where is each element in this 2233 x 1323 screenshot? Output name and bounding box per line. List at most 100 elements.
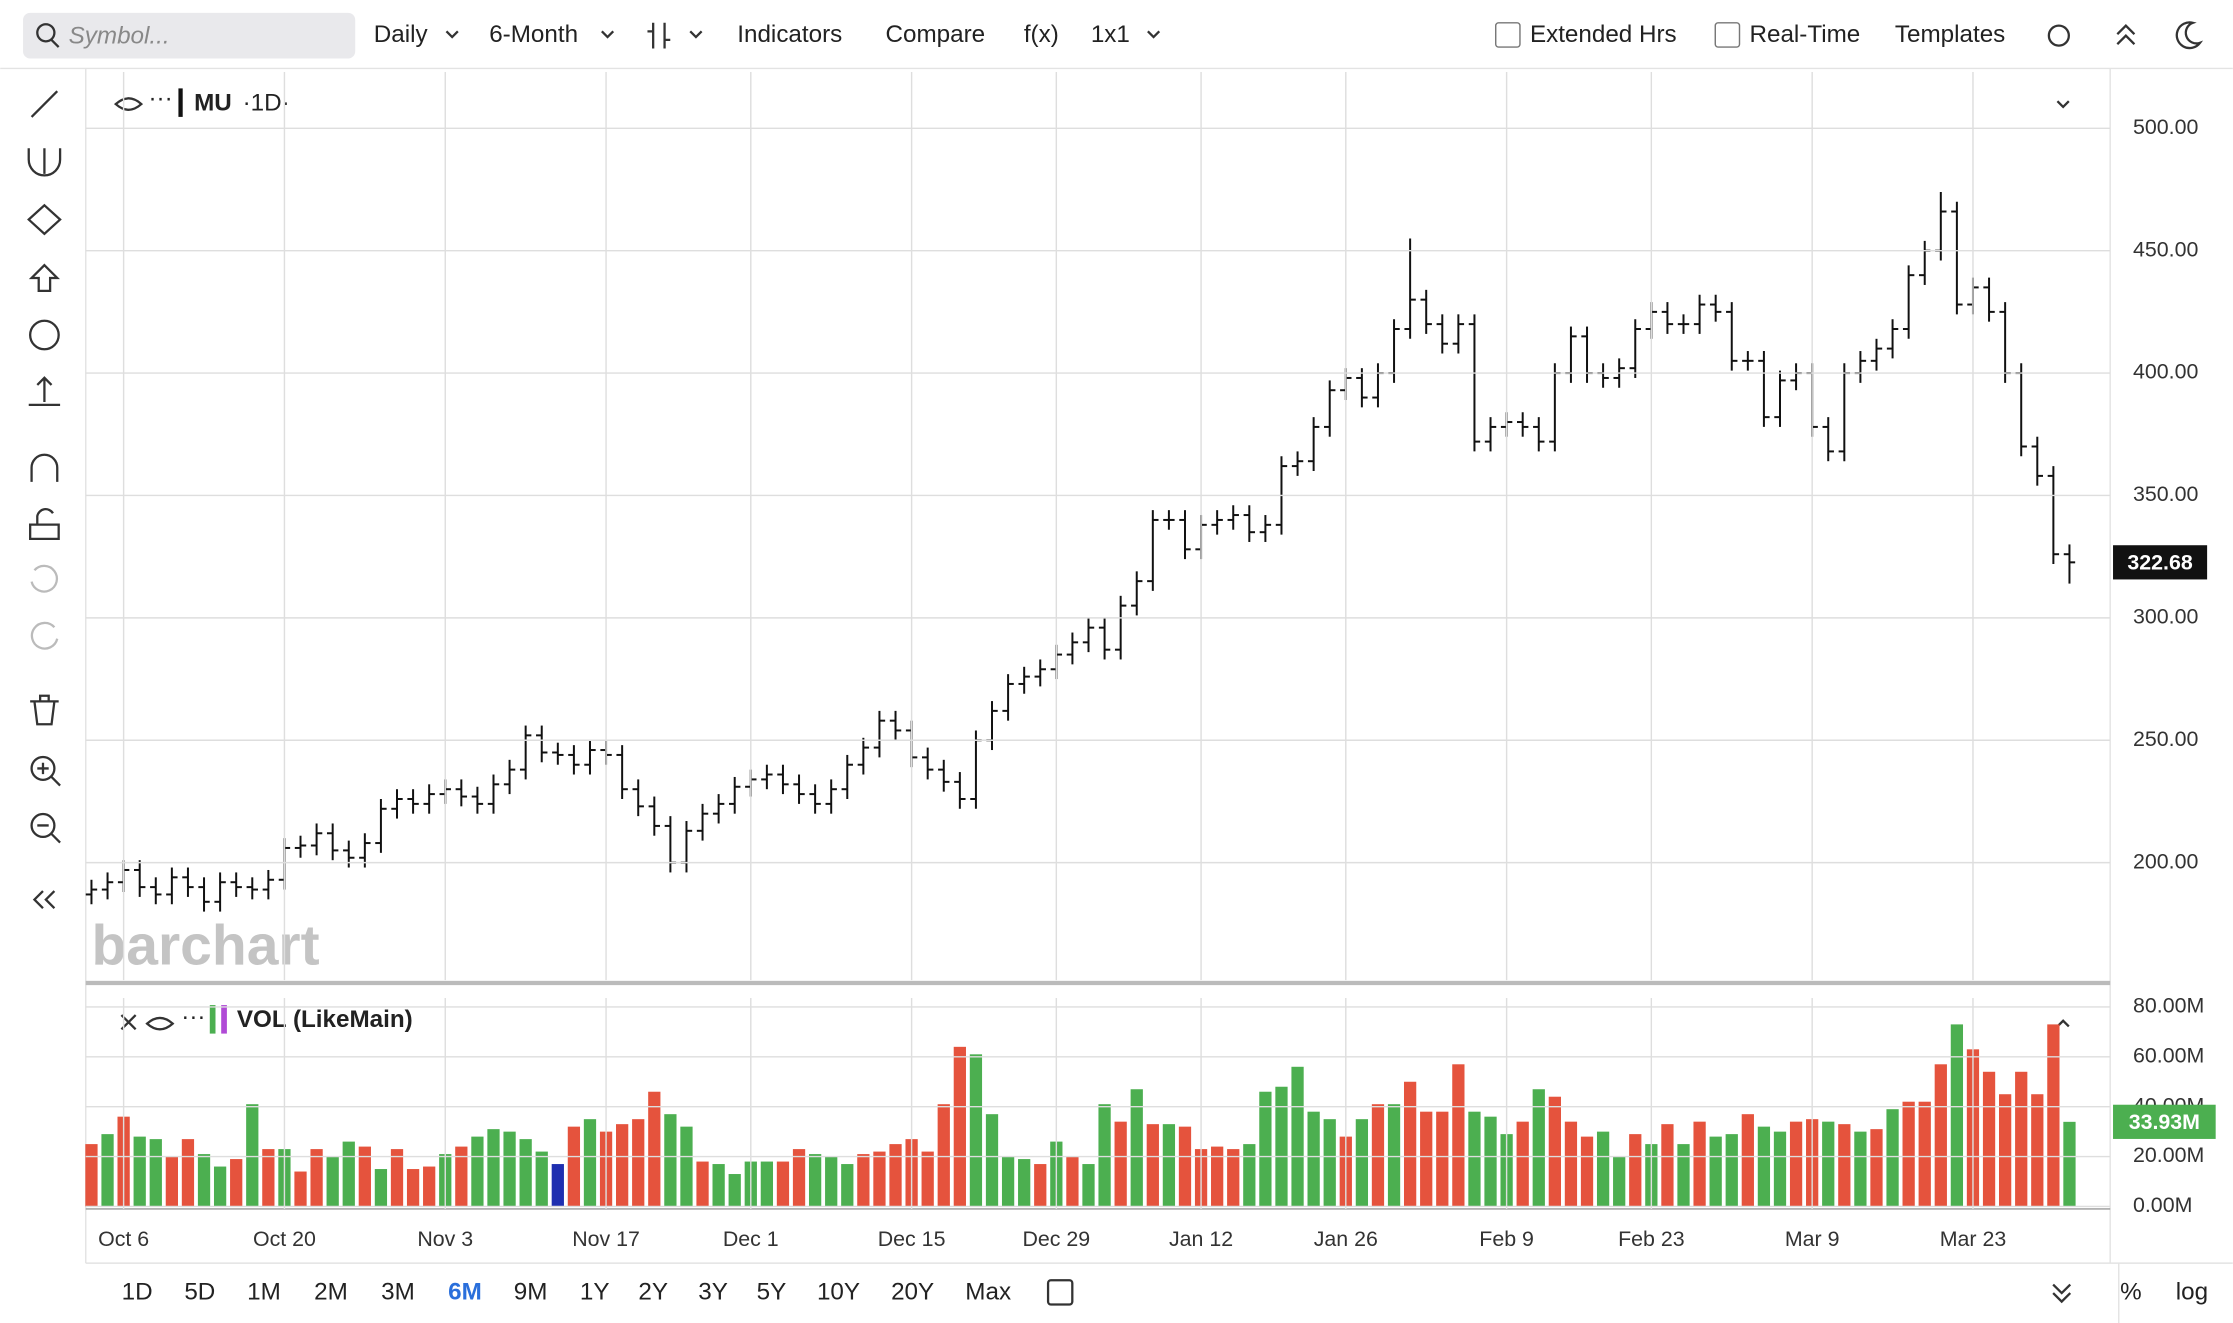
line-tool[interactable]: [30, 90, 59, 118]
collapse-tools[interactable]: [32, 890, 56, 909]
range-button[interactable]: 9M: [514, 1278, 548, 1305]
volume-bar: [1741, 1114, 1754, 1207]
volume-bar: [760, 1161, 774, 1207]
range-button[interactable]: 1D: [122, 1278, 153, 1305]
fib-tool[interactable]: [27, 148, 62, 177]
arrow-tool[interactable]: [28, 263, 60, 292]
range-button[interactable]: 6M: [448, 1278, 482, 1305]
x-tick-label: Mar 9: [1785, 1227, 1840, 1251]
y-tick-label: 60.00M: [2133, 1043, 2204, 1067]
volume-bar: [262, 1149, 275, 1207]
range-button[interactable]: 3M: [381, 1278, 415, 1305]
volume-bar: [648, 1091, 661, 1207]
x-tick-label: Nov 3: [417, 1227, 473, 1251]
zoom-out[interactable]: [37, 824, 61, 844]
real-time-label[interactable]: Real-Time: [1749, 21, 1860, 48]
period-menu[interactable]: 6-Month: [489, 21, 578, 48]
range-button[interactable]: Max: [965, 1278, 1011, 1305]
chevron: [1147, 30, 1161, 39]
volume-bar: [1371, 1104, 1385, 1207]
range-button[interactable]: 10Y: [817, 1278, 860, 1305]
delete-tool[interactable]: [30, 694, 59, 726]
zoom-out[interactable]: [30, 812, 56, 838]
visibility-icon[interactable]: [145, 1016, 175, 1031]
settings-icon[interactable]: [2047, 24, 2070, 47]
volume-bar: [1693, 1121, 1706, 1207]
range-button[interactable]: 2Y: [638, 1278, 668, 1305]
undo[interactable]: [30, 564, 58, 593]
y-tick-label: 300.00: [2133, 604, 2198, 628]
volume-bar: [680, 1126, 693, 1207]
percent-toggle[interactable]: %: [2120, 1278, 2142, 1305]
range-button[interactable]: 2M: [314, 1278, 348, 1305]
volume-bar: [519, 1139, 532, 1207]
expand-icon[interactable]: [2052, 1283, 2072, 1304]
volume-bar: [374, 1169, 388, 1207]
range-button[interactable]: 5Y: [757, 1278, 787, 1305]
volume-bar: [1661, 1124, 1674, 1207]
volume-bar: [1822, 1121, 1835, 1207]
range-button[interactable]: 3Y: [698, 1278, 728, 1305]
shape-tool[interactable]: [27, 203, 62, 236]
calendar-icon[interactable]: [1046, 1279, 1074, 1306]
range-button[interactable]: 20Y: [891, 1278, 934, 1305]
volume-bar: [1018, 1159, 1031, 1207]
indicators-button[interactable]: Indicators: [737, 21, 842, 48]
layout-menu[interactable]: 1x1: [1091, 21, 1130, 48]
more-icon[interactable]: ···: [148, 85, 172, 112]
search-placeholder[interactable]: Symbol...: [69, 22, 170, 49]
volume-bar: [455, 1146, 468, 1207]
volume-bar: [101, 1134, 114, 1207]
magnet-tool[interactable]: [30, 453, 59, 482]
search-box[interactable]: [23, 12, 356, 59]
y-tick-label: 0.00M: [2133, 1193, 2192, 1217]
x-tick-label: Oct 20: [253, 1227, 316, 1251]
y-tick-label: 450.00: [2133, 237, 2198, 261]
volume-bar: [503, 1131, 516, 1207]
volume-bar: [921, 1151, 934, 1207]
chevron[interactable]: [2056, 100, 2070, 109]
y-tick-label: 80.00M: [2133, 994, 2204, 1018]
volume-bar: [423, 1166, 436, 1207]
redo[interactable]: [30, 621, 59, 650]
volume-bar: [85, 1144, 98, 1207]
compare-button[interactable]: Compare: [886, 21, 986, 48]
volume-bar: [1629, 1134, 1642, 1207]
volume-bar: [1532, 1089, 1545, 1207]
measure-tool[interactable]: [28, 376, 61, 407]
volume-bar: [326, 1156, 339, 1207]
volume-bar: [712, 1164, 725, 1207]
volume-bar: [1613, 1156, 1626, 1207]
volume-bar: [246, 1104, 259, 1207]
bar-type-icon[interactable]: [647, 22, 671, 49]
extended-hours-label[interactable]: Extended Hrs: [1530, 21, 1677, 48]
dark-mode-icon[interactable]: [2175, 21, 2204, 50]
x-tick-label: Dec 1: [723, 1227, 779, 1251]
volume-bar: [294, 1171, 307, 1207]
y-tick-label: 500.00: [2133, 115, 2198, 139]
lock-tool[interactable]: [29, 508, 60, 541]
volume-bar: [2063, 1121, 2076, 1207]
more-icon[interactable]: ···: [181, 1003, 205, 1030]
volume-bar: [133, 1136, 146, 1207]
chevron: [689, 30, 703, 39]
collapse-icon[interactable]: [2116, 24, 2136, 46]
zoom-in[interactable]: [37, 762, 61, 787]
fx-button[interactable]: f(x): [1024, 21, 1059, 48]
volume-bar: [1902, 1101, 1915, 1207]
templates-button[interactable]: Templates: [1895, 21, 2005, 48]
range-button[interactable]: 1Y: [580, 1278, 610, 1305]
range-button[interactable]: 5D: [184, 1278, 215, 1305]
log-toggle[interactable]: log: [2176, 1278, 2208, 1305]
volume-bar: [1999, 1094, 2012, 1207]
last-price-label: 322.68: [2127, 550, 2192, 574]
number-tool[interactable]: [29, 319, 60, 351]
range-button[interactable]: 1M: [247, 1278, 281, 1305]
checkbox[interactable]: [1495, 22, 1521, 48]
volume-bar: [1854, 1131, 1867, 1207]
zoom-in[interactable]: [30, 755, 56, 781]
interval-menu[interactable]: Daily: [374, 21, 429, 48]
checkbox[interactable]: [1714, 22, 1741, 48]
volume-bar: [197, 1154, 211, 1207]
